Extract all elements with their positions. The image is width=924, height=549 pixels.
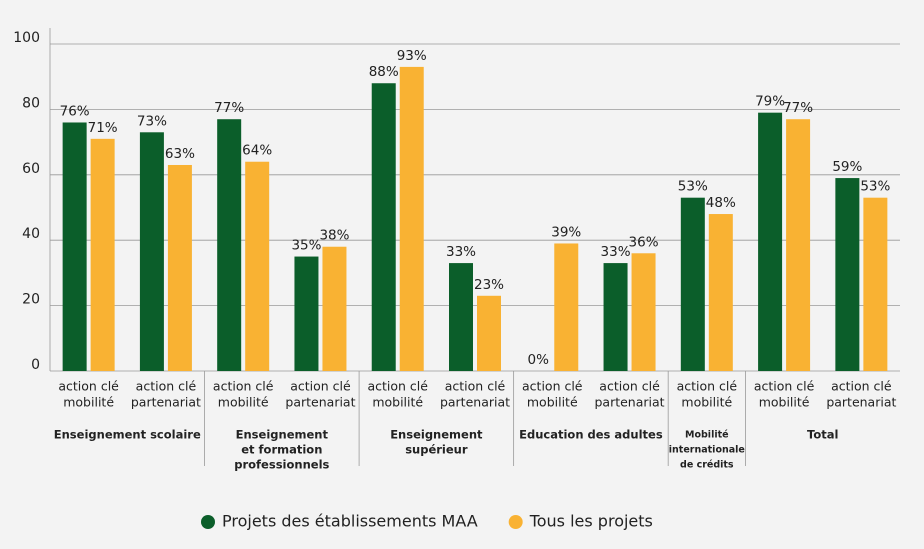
x-tick-label: action clé [831, 379, 892, 394]
x-tick-label: mobilité [63, 395, 114, 410]
value-label: 77% [214, 100, 244, 116]
x-tick-label: mobilité [681, 395, 732, 410]
group-label: de crédits [680, 460, 734, 471]
x-tick-label: partenariat [440, 395, 510, 410]
bar [371, 83, 396, 372]
x-tick-label: action clé [754, 379, 815, 394]
bar [399, 66, 424, 371]
value-label: 48% [706, 195, 736, 211]
x-tick-label: action clé [599, 379, 660, 394]
x-tick-label: partenariat [131, 395, 201, 410]
bar [631, 253, 656, 371]
group-label: Mobilité [685, 430, 729, 441]
value-label: 77% [783, 100, 813, 116]
y-tick-label: 80 [22, 95, 40, 111]
x-tick-label: partenariat [285, 395, 355, 410]
value-label: 63% [165, 146, 195, 162]
legend-label: Tous les projets [529, 512, 653, 531]
value-label: 59% [832, 159, 862, 175]
bar [62, 122, 87, 371]
y-tick-label: 20 [22, 292, 40, 308]
value-label: 71% [88, 120, 118, 136]
x-tick-label: partenariat [826, 395, 896, 410]
y-tick-label: 0 [31, 357, 40, 373]
value-label: 33% [601, 244, 631, 260]
value-label: 36% [629, 234, 659, 250]
bar [680, 197, 705, 371]
value-label: 93% [397, 48, 427, 64]
value-label: 38% [319, 228, 349, 244]
group-label: et formation [241, 443, 322, 457]
value-label: 39% [551, 224, 581, 240]
value-label: 35% [291, 238, 321, 254]
x-tick-label: mobilité [372, 395, 423, 410]
bar [294, 256, 319, 371]
group-label: supérieur [405, 443, 468, 457]
legend-marker [508, 515, 523, 529]
y-tick-label: 60 [22, 161, 40, 177]
value-label: 76% [60, 103, 90, 119]
legend-marker [201, 515, 215, 529]
bar [167, 164, 192, 371]
x-tick-label: action clé [677, 379, 738, 394]
x-tick-label: action clé [522, 379, 583, 394]
value-label: 88% [369, 64, 399, 80]
bar [708, 214, 733, 371]
group-label: Enseignement scolaire [54, 428, 201, 442]
bar [786, 119, 811, 372]
bar [449, 263, 473, 371]
value-label: 64% [242, 143, 272, 159]
group-label: professionnels [234, 458, 329, 472]
group-label: Enseignement [390, 428, 483, 442]
group-label: Education des adultes [519, 428, 663, 442]
bar [90, 138, 115, 371]
bar [554, 243, 579, 371]
x-tick-label: partenariat [594, 395, 664, 410]
x-tick-label: mobilité [759, 395, 810, 410]
value-label: 53% [678, 179, 708, 195]
y-tick-label: 100 [13, 30, 40, 46]
x-tick-label: action clé [367, 379, 428, 394]
x-tick-label: mobilité [218, 395, 269, 410]
x-tick-label: action clé [136, 379, 197, 394]
value-label: 53% [860, 179, 890, 195]
bar [477, 295, 501, 371]
bar [245, 161, 270, 371]
group-label: internationale [669, 445, 745, 456]
bar [835, 178, 860, 371]
bar [217, 119, 242, 372]
bar [322, 246, 347, 371]
value-label: 73% [137, 113, 167, 129]
bar [863, 197, 888, 371]
legend-label: Projets des établissements MAA [222, 512, 478, 531]
x-tick-label: action clé [290, 379, 351, 394]
x-tick-label: mobilité [527, 395, 578, 410]
value-label: 33% [446, 244, 476, 260]
bar [139, 132, 164, 371]
x-tick-label: action clé [445, 379, 506, 394]
x-tick-label: action clé [58, 379, 119, 394]
group-label: Enseignement [236, 428, 329, 442]
bar [758, 112, 783, 372]
value-label: 0% [528, 352, 550, 368]
bar [603, 263, 628, 371]
group-label: Total [807, 428, 838, 442]
x-tick-label: action clé [213, 379, 274, 394]
value-label: 23% [474, 277, 504, 293]
y-tick-label: 40 [22, 226, 40, 242]
value-label: 79% [755, 94, 785, 110]
